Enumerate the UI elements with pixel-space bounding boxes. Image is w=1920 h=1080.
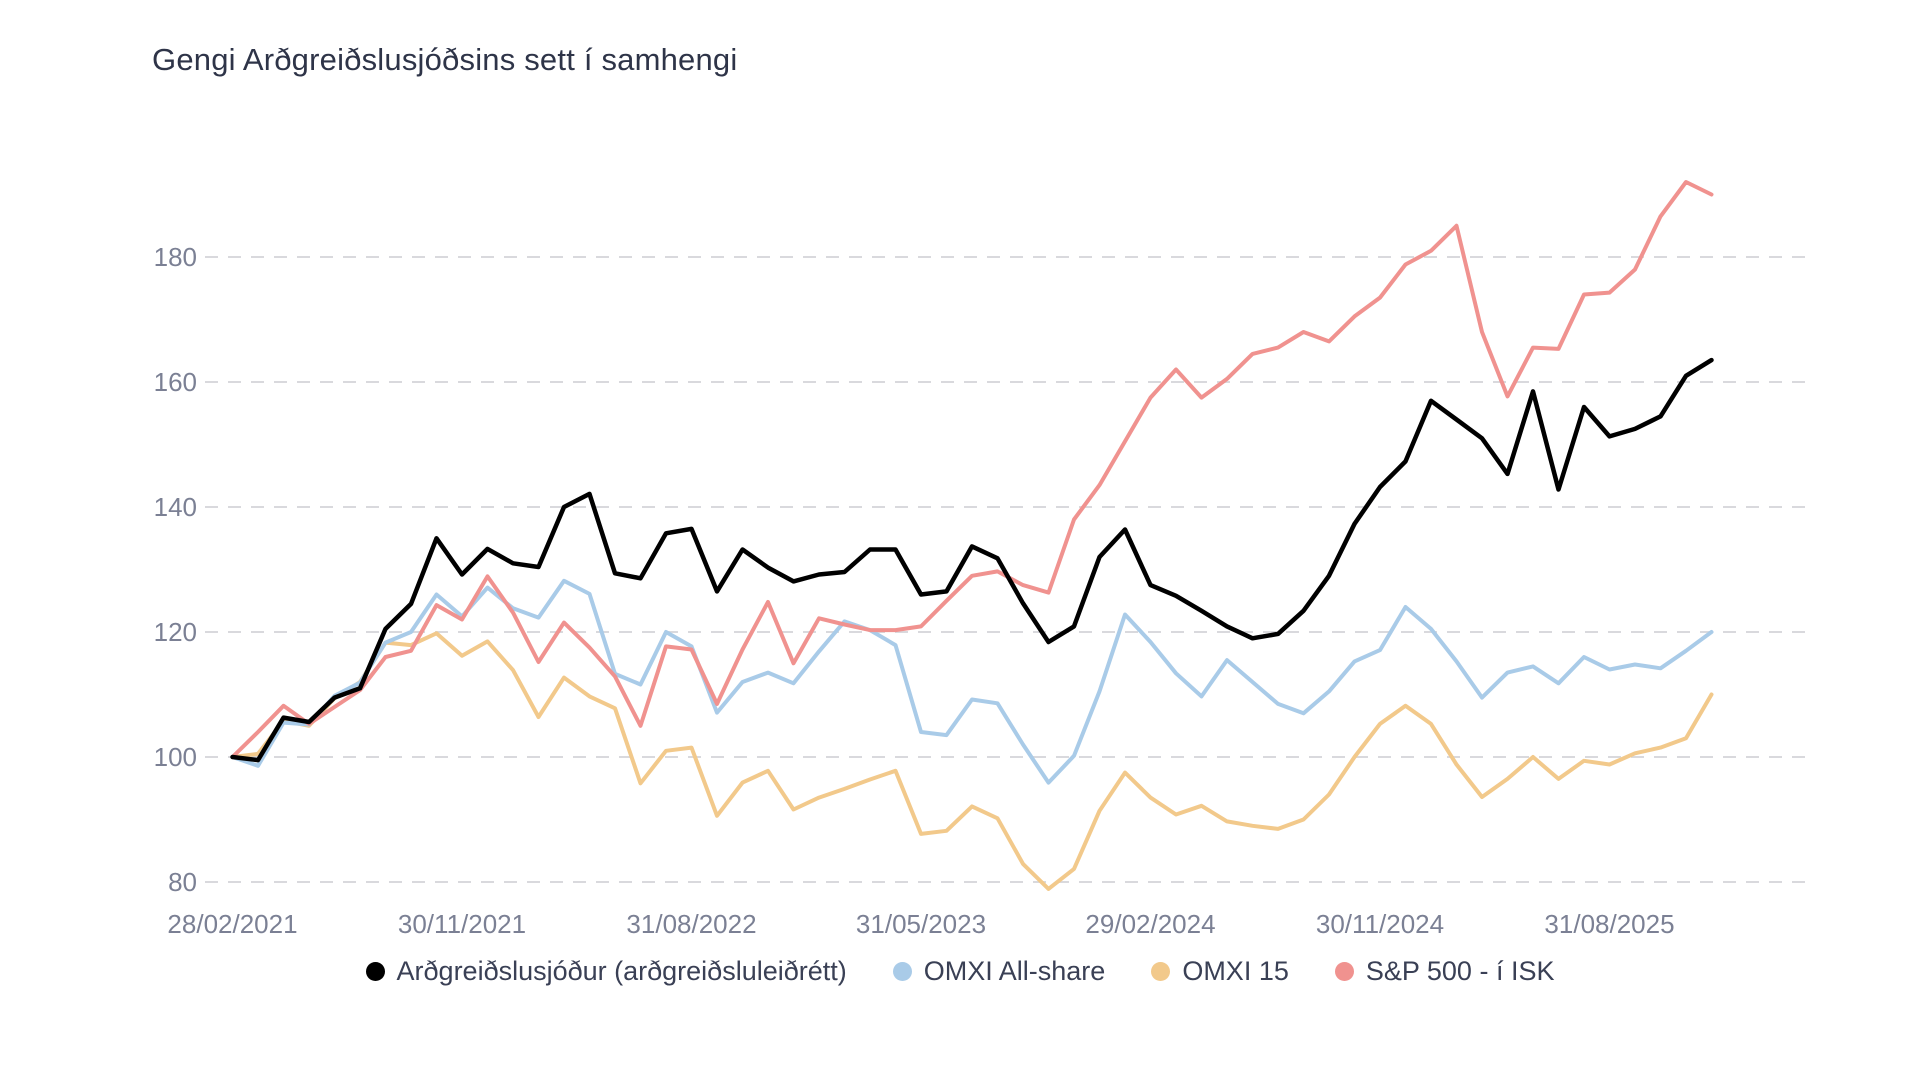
y-tick-label: 180 (154, 242, 197, 272)
y-tick-label: 160 (154, 367, 197, 397)
legend-dot-icon (365, 962, 385, 981)
x-tick-label: 31/08/2025 (1544, 909, 1674, 939)
x-tick-label: 29/02/2024 (1085, 909, 1215, 939)
legend-dot-icon (1334, 962, 1354, 981)
y-tick-label: 140 (154, 492, 197, 522)
series-line-0 (230, 357, 1714, 763)
x-tick-label: 30/11/2021 (398, 909, 526, 939)
y-tick-label: 120 (154, 617, 197, 647)
x-tick-label: 31/05/2023 (856, 909, 986, 939)
y-tick-label: 100 (154, 742, 197, 772)
y-tick-label: 80 (168, 867, 197, 897)
chart-title: Gengi Arðgreiðslusjóðsins sett í samheng… (152, 42, 738, 77)
x-tick-label: 30/11/2024 (1316, 909, 1444, 939)
series-line-1 (230, 578, 1714, 785)
legend-label: Arðgreiðslusjóður (arðgreiðsluleiðrétt) (396, 956, 847, 986)
legend-label: OMXI 15 (1182, 956, 1289, 986)
series-line-2 (230, 631, 1714, 891)
legend-item-2[interactable]: OMXI 15 (1151, 956, 1289, 987)
chart-legend: Arðgreiðslusjóður (arðgreiðsluleiðrétt) O… (0, 956, 1920, 987)
legend-item-1[interactable]: OMXI All-share (892, 956, 1106, 987)
legend-item-3[interactable]: S&P 500 - í ISK (1334, 956, 1555, 987)
legend-label: S&P 500 - í ISK (1365, 956, 1555, 986)
x-tick-label: 28/02/2021 (167, 909, 297, 939)
x-tick-label: 31/08/2022 (626, 909, 756, 939)
legend-dot-icon (892, 962, 912, 981)
series-line-3 (230, 180, 1714, 759)
legend-dot-icon (1151, 962, 1171, 981)
legend-item-0[interactable]: Arðgreiðslusjóður (arðgreiðsluleiðrétt) (365, 956, 847, 987)
legend-label: OMXI All-share (923, 956, 1106, 986)
